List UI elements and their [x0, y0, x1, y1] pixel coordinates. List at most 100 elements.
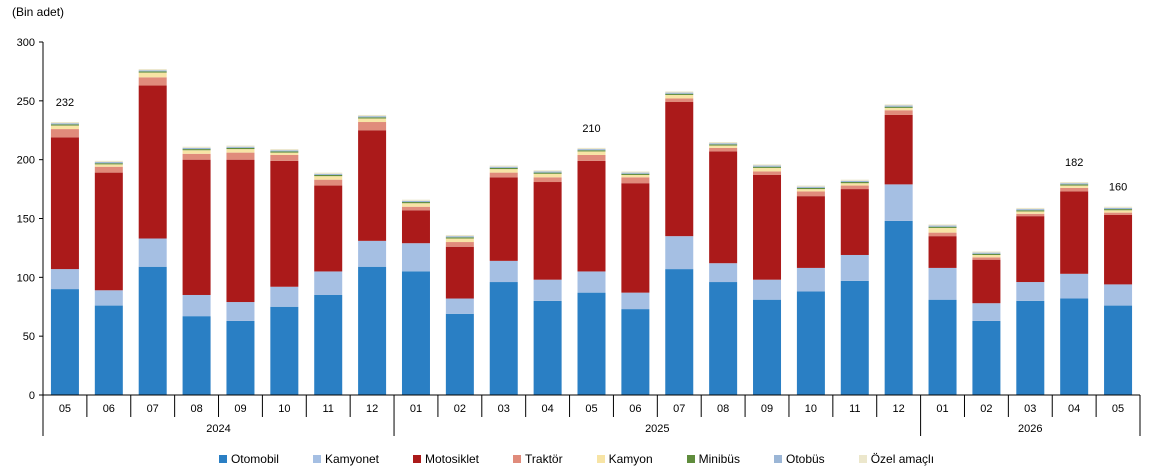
bar-segment-kamyonet	[796, 267, 825, 292]
bar-segment-trakt-r	[533, 177, 562, 183]
x-tick-label: 05	[1112, 403, 1124, 415]
bar-segment-otob-s	[928, 225, 957, 227]
bar-segment-otob-s	[753, 165, 782, 167]
bar-segment-minib-s	[1016, 210, 1045, 212]
bar-segment-kamyonet	[1104, 284, 1133, 306]
bar-segment-otob-s	[1016, 209, 1045, 211]
y-tick-label: 200	[17, 155, 35, 167]
bar-segment-otomobil	[840, 280, 869, 395]
bar-segment-minib-s	[358, 117, 387, 119]
legend-label: Traktör	[525, 452, 563, 466]
legend-item: Otobüs	[773, 452, 825, 466]
bar-segment-otob-s	[358, 116, 387, 118]
legend-swatch	[218, 455, 227, 463]
bar-segment-kamyon	[401, 203, 430, 207]
bar-segment-otob-s	[621, 172, 650, 174]
bar-segment-minib-s	[1104, 209, 1133, 211]
bar-segment--zel-ama-l-	[533, 170, 562, 172]
bar-segment-kamyon	[577, 151, 606, 155]
bar-segment-motosiklet	[1104, 214, 1133, 285]
x-tick-label: 09	[234, 403, 246, 415]
bar-segment-kamyon	[445, 238, 474, 243]
bar-segment-trakt-r	[753, 171, 782, 175]
bar-segment-motosiklet	[972, 259, 1001, 304]
bar-segment-kamyonet	[94, 290, 123, 306]
bar-segment-minib-s	[665, 93, 694, 95]
bar-segment--zel-ama-l-	[1104, 206, 1133, 208]
bar-segment-otob-s	[226, 146, 255, 148]
bar-segment-otob-s	[840, 180, 869, 183]
x-tick-label: 01	[410, 403, 422, 415]
bar-segment-otomobil	[928, 299, 957, 395]
total-data-label: 232	[56, 97, 74, 109]
x-tick-label: 08	[190, 403, 202, 415]
bar-segment-motosiklet	[314, 185, 343, 272]
bar-segment--zel-ama-l-	[577, 147, 606, 150]
bar-segment-otomobil	[1104, 305, 1133, 395]
legend-item: Motosiklet	[413, 452, 479, 466]
bar-segment-minib-s	[928, 226, 957, 228]
bar-segment--zel-ama-l-	[972, 251, 1001, 253]
bar-segment-otob-s	[314, 173, 343, 175]
bar-segment-otomobil	[972, 320, 1001, 395]
bar-segment-kamyonet	[1060, 273, 1089, 299]
bar-segment-kamyon	[138, 72, 167, 78]
bar-segment--zel-ama-l-	[1060, 182, 1089, 184]
bar-segment-otomobil	[50, 289, 79, 395]
bar-segment-minib-s	[621, 173, 650, 175]
bar-segment-otob-s	[972, 252, 1001, 254]
legend-label: Kamyon	[608, 452, 653, 466]
bar-segment-minib-s	[709, 144, 738, 146]
bar-segment-otomobil	[709, 282, 738, 395]
bar-segment-motosiklet	[445, 246, 474, 299]
bar-segment-kamyonet	[182, 294, 211, 317]
legend-item: Özel amaçlı	[858, 452, 934, 466]
bar-segment-trakt-r	[884, 110, 913, 115]
bar-segment-motosiklet	[621, 183, 650, 293]
bar-segment-trakt-r	[1060, 187, 1089, 192]
bar-segment-trakt-r	[1016, 213, 1045, 217]
bar-segment--zel-ama-l-	[50, 122, 79, 124]
bar-segment-kamyonet	[1016, 282, 1045, 301]
bar-segment-kamyonet	[709, 263, 738, 283]
x-tick-label: 08	[717, 403, 729, 415]
bar-segment-otob-s	[182, 147, 211, 150]
x-tick-label: 12	[893, 403, 905, 415]
x-tick-label: 11	[849, 403, 860, 415]
bar-segment-kamyon	[1060, 185, 1089, 188]
bar-segment-minib-s	[138, 71, 167, 73]
bar-segment-otob-s	[1060, 183, 1089, 185]
data-labels: 232 210 182 160	[56, 97, 1127, 194]
bar-segment-motosiklet	[358, 130, 387, 241]
legend-swatch	[858, 455, 867, 463]
bar-segment-trakt-r	[50, 129, 79, 138]
bar-segment-kamyon	[796, 189, 825, 192]
year-label: 2026	[1018, 423, 1042, 435]
legend-label: Otomobil	[230, 452, 279, 466]
legend-swatch	[312, 455, 321, 463]
bar-segment-kamyonet	[972, 303, 1001, 321]
legend-item: Otomobil	[218, 452, 279, 466]
bar-segment-kamyonet	[577, 271, 606, 293]
bar-segment-minib-s	[796, 187, 825, 190]
bar-segment-minib-s	[182, 149, 211, 151]
legend-item: Traktör	[513, 452, 563, 466]
bar-segment-motosiklet	[489, 177, 518, 261]
y-tick-label: 150	[17, 214, 35, 226]
y-tick-label: 100	[17, 272, 35, 284]
bar-segment-kamyonet	[665, 236, 694, 270]
y-tick-label: 0	[29, 390, 35, 402]
bar-segment-otob-s	[665, 92, 694, 94]
legend-label: Minibüs	[698, 452, 740, 466]
x-tick-label: 05	[59, 403, 71, 415]
bar-segment-otomobil	[138, 266, 167, 395]
bar-segment-trakt-r	[796, 191, 825, 197]
bar-segment-kamyon	[972, 254, 1001, 258]
bar-segment-otob-s	[709, 143, 738, 145]
bar-segment-minib-s	[50, 124, 79, 126]
legend-swatch	[596, 455, 605, 463]
bar-segment--zel-ama-l-	[665, 91, 694, 93]
x-tick-label: 12	[366, 403, 378, 415]
bar-segment-otomobil	[665, 269, 694, 395]
